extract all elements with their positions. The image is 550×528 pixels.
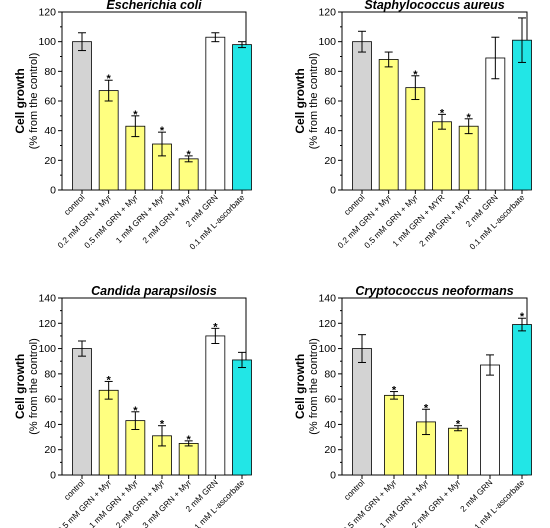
chart-title: Escherichia coli: [106, 0, 202, 12]
y-axis-label: Cell growth (% from the control): [293, 53, 320, 150]
bar: [352, 41, 372, 191]
bar: [98, 389, 119, 476]
y-axis-label: Cell growth (% from the control): [293, 338, 320, 435]
y-tick-label: 120: [318, 7, 336, 19]
y-axis-label: Cell growth (% from the control): [13, 53, 40, 150]
bar: [72, 348, 92, 476]
bar: [178, 442, 199, 476]
bar: [178, 158, 199, 191]
bar: [232, 44, 252, 191]
significance-star: *: [424, 402, 429, 414]
significance-star: *: [133, 405, 138, 417]
y-tick-label: 20: [324, 444, 336, 456]
significance-star: *: [392, 385, 397, 397]
y-tick-label: 140: [38, 293, 56, 305]
y-axis-label-sub: (% from the control): [28, 338, 40, 435]
significance-star: *: [107, 374, 112, 386]
y-axis-label-main: Cell growth: [13, 68, 27, 133]
y-tick-label: 120: [38, 7, 56, 19]
significance-star: *: [440, 107, 445, 119]
significance-star: *: [187, 434, 192, 446]
y-tick-label: 0: [50, 470, 56, 482]
y-tick-label: 100: [38, 343, 56, 355]
y-axis-label-sub: (% from the control): [308, 53, 320, 150]
y-tick-label: 60: [44, 96, 56, 108]
y-tick-label: 60: [324, 96, 336, 108]
x-tick-label: control: [62, 192, 87, 217]
y-axis-label-main: Cell growth: [293, 68, 307, 133]
significance-star: *: [187, 149, 192, 161]
y-axis-label: Cell growth (% from the control): [13, 338, 40, 435]
y-tick-label: 120: [38, 318, 56, 330]
y-axis-label-main: Cell growth: [13, 354, 27, 419]
y-tick-label: 100: [318, 343, 336, 355]
y-tick-label: 80: [324, 368, 336, 380]
significance-star: *: [456, 419, 461, 431]
y-tick-label: 100: [318, 36, 336, 48]
y-axis-label-main: Cell growth: [293, 354, 307, 419]
y-tick-label: 60: [44, 394, 56, 406]
bar: [205, 36, 226, 191]
significance-star: *: [160, 419, 165, 431]
bar: [72, 41, 92, 191]
y-tick-label: 40: [44, 419, 56, 431]
bar: [378, 59, 399, 191]
y-tick-label: 120: [318, 318, 336, 330]
bar: [352, 348, 372, 476]
significance-star: *: [160, 125, 165, 137]
chart-title: Cryptococcus neoformans: [355, 284, 513, 298]
y-tick-label: 40: [44, 125, 56, 137]
significance-star: *: [213, 321, 218, 333]
bar: [384, 394, 404, 476]
y-tick-label: 80: [324, 66, 336, 78]
y-tick-label: 40: [324, 125, 336, 137]
bar: [432, 121, 452, 191]
bar: [448, 427, 468, 476]
significance-star: *: [107, 73, 112, 85]
y-tick-label: 100: [38, 36, 56, 48]
bar: [458, 125, 479, 191]
bar: [98, 90, 119, 191]
chart-panel-4: Cryptococcus neoformans Cell growth (% fro…: [293, 284, 532, 528]
chart-title: Staphylococcus aureus: [364, 0, 504, 12]
chart-panel-1: Escherichia coli Cell growth (% from the c…: [13, 0, 252, 252]
chart-panel-2: Staphylococcus aureus Cell growth (% from …: [293, 0, 532, 252]
x-tick-label: control: [342, 477, 367, 502]
significance-star: *: [413, 69, 418, 81]
y-tick-label: 0: [330, 470, 336, 482]
y-tick-label: 20: [44, 444, 56, 456]
bar: [480, 364, 500, 476]
y-tick-label: 140: [318, 293, 336, 305]
significance-star: *: [520, 311, 525, 323]
y-tick-label: 0: [330, 185, 336, 197]
x-tick-label: control: [62, 477, 87, 502]
significance-star: *: [133, 109, 138, 121]
chart-panel-3: Candida parapsilosis Cell growth (% from t…: [13, 284, 252, 528]
y-tick-label: 20: [324, 155, 336, 167]
bar: [232, 359, 252, 476]
y-tick-label: 80: [44, 66, 56, 78]
y-tick-label: 20: [44, 155, 56, 167]
y-tick-label: 0: [50, 185, 56, 197]
y-tick-label: 80: [44, 368, 56, 380]
y-axis-label-sub: (% from the control): [28, 53, 40, 150]
bar: [205, 335, 226, 476]
y-axis-label-sub: (% from the control): [308, 338, 320, 435]
bar: [512, 324, 532, 476]
bar: [405, 87, 426, 191]
significance-star: *: [467, 112, 472, 124]
x-tick-label: control: [342, 192, 367, 217]
y-tick-label: 60: [324, 394, 336, 406]
y-tick-label: 40: [324, 419, 336, 431]
chart-title: Candida parapsilosis: [91, 284, 217, 298]
